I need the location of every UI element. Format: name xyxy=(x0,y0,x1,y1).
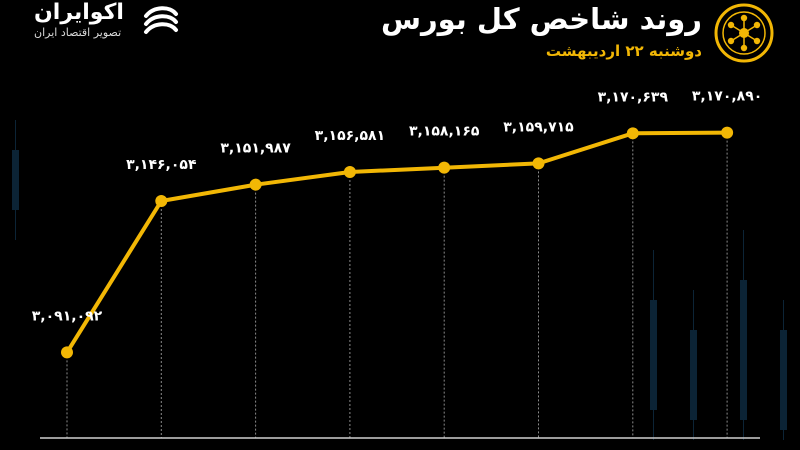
data-label: ۳,۱۵۹,۷۱۵ xyxy=(503,119,574,135)
data-label: ۳,۱۷۰,۶۳۹ xyxy=(598,89,669,105)
data-label: ۳,۱۷۰,۸۹۰ xyxy=(692,89,762,105)
data-point xyxy=(61,346,73,359)
data-label: ۳,۱۵۱,۹۸۷ xyxy=(220,141,291,157)
data-point xyxy=(343,166,356,179)
data-label: ۳,۱۴۶,۰۵۴ xyxy=(126,157,197,173)
grid-lines xyxy=(66,132,728,438)
stock-exchange-seal-icon xyxy=(714,3,774,63)
data-points xyxy=(61,126,734,359)
brand-name: اکوایران xyxy=(34,0,124,25)
data-point xyxy=(721,126,734,139)
data-label: ۳,۱۵۸,۱۶۵ xyxy=(409,124,480,140)
ekoiran-logo-icon xyxy=(144,6,178,34)
brand-tagline: تصویر اقتصاد ایران xyxy=(34,26,122,39)
data-point xyxy=(155,195,168,208)
data-point xyxy=(249,178,262,191)
data-point xyxy=(532,157,545,170)
data-point xyxy=(626,127,639,140)
page-title: روند شاخص کل بورس xyxy=(380,2,702,36)
data-label: ۳,۱۵۶,۵۸۱ xyxy=(315,128,385,144)
data-point xyxy=(438,161,451,174)
date-subtitle: دوشنبه ۲۲ اردیبهشت xyxy=(545,42,702,60)
data-labels: ۳,۰۹۱,۰۹۲ ۳,۱۴۶,۰۵۴ ۳,۱۵۱,۹۸۷ ۳,۱۵۶,۵۸۱ ۳,۱۵… xyxy=(32,89,763,325)
data-label: ۳,۰۹۱,۰۹۲ xyxy=(32,308,103,324)
series-line xyxy=(65,130,730,355)
